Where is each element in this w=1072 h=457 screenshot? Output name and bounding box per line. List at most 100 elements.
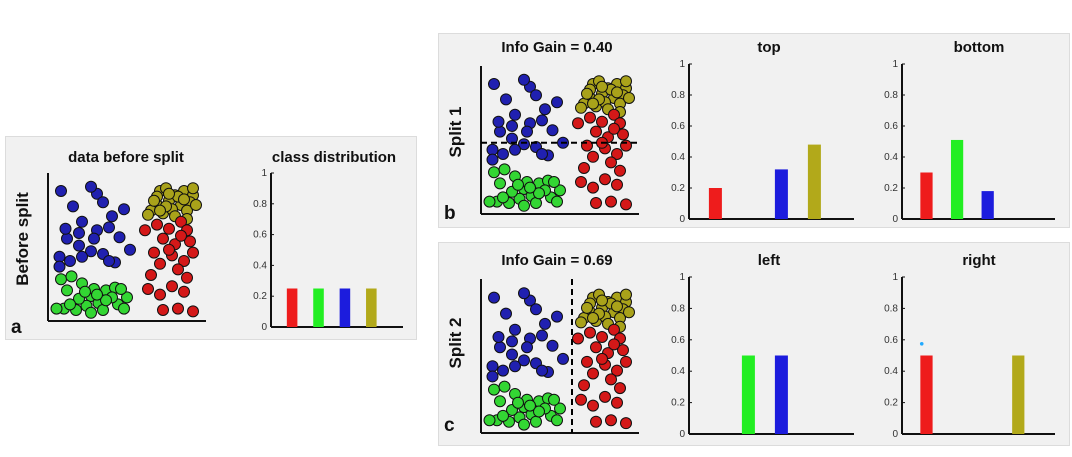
scatter-point-red <box>578 162 590 174</box>
scatter-point-blue <box>85 245 97 258</box>
scatter-point-olive <box>620 75 632 88</box>
scatter-point-green <box>512 178 524 191</box>
scatter-point-green <box>61 284 73 297</box>
scatter-point-olive <box>611 300 623 313</box>
bar-title-class-distribution: class distribution <box>272 149 396 166</box>
scatter-point-red <box>581 355 593 368</box>
scatter-plot-split-2 <box>480 279 639 434</box>
side-label-split-1: Split 1 <box>446 106 465 157</box>
scatter-point-green <box>518 418 530 431</box>
y-tick-label: 0.8 <box>253 199 267 210</box>
scatter-point-blue <box>506 348 518 361</box>
panel-a-svg: Before split a data before split class d… <box>11 149 403 338</box>
scatter-point-blue <box>88 232 100 245</box>
scatter-point-red <box>590 125 602 138</box>
scatter-point-green <box>488 166 500 179</box>
scatter-point-red <box>611 364 623 377</box>
scatter-point-red <box>596 115 608 128</box>
scatter-point-red <box>614 382 626 395</box>
scatter-point-red <box>584 111 596 124</box>
bar-chart-left: 0 0.2 0.4 0.6 0.8 1 <box>671 272 854 440</box>
bar-blue <box>339 288 351 327</box>
highlight-dot <box>919 342 924 346</box>
scatter-point-blue <box>486 153 499 166</box>
y-tick-label: 0.4 <box>671 366 685 377</box>
scatter-point-blue <box>509 360 521 373</box>
scatter-point-blue <box>536 364 548 377</box>
bar-red <box>920 172 933 219</box>
scatter-point-red <box>584 326 596 339</box>
scatter-point-red <box>151 218 163 231</box>
bar-green <box>950 139 964 219</box>
scatter-point-red <box>175 229 187 242</box>
scatter-point-olive <box>163 187 175 200</box>
y-tick-label: 0.6 <box>884 335 898 346</box>
y-tick-label: 1 <box>261 168 267 179</box>
scatter-point-red <box>587 150 599 163</box>
y-tick-label: 0.2 <box>884 398 898 409</box>
y-tick-label: 0.4 <box>884 366 898 377</box>
scatter-point-green <box>551 195 563 208</box>
scatter-point-olive <box>187 182 199 195</box>
scatter-point-blue <box>494 125 506 138</box>
scatter-point-green <box>498 380 511 393</box>
scatter-point-red <box>587 181 599 194</box>
scatter-point-red <box>617 344 629 357</box>
bar-blue <box>774 169 788 219</box>
y-tick-label: 0.2 <box>671 398 685 409</box>
scatter-point-red <box>614 164 626 177</box>
scatter-point-red <box>145 269 157 281</box>
scatter-point-blue <box>551 310 563 323</box>
scatter-point-blue <box>518 73 530 86</box>
scatter-point-blue <box>73 227 85 239</box>
scatter-point-red <box>187 305 199 318</box>
y-tick-label: 0 <box>261 322 267 333</box>
scatter-point-red <box>572 332 584 345</box>
scatter-point-red <box>596 331 608 344</box>
scatter-point-blue <box>67 200 79 213</box>
scatter-point-olive <box>596 294 608 307</box>
scatter-point-blue <box>509 108 521 121</box>
bar-chart-bottom: 0 0.2 0.4 0.6 0.8 1 <box>884 59 1055 225</box>
scatter-point-blue <box>518 138 530 151</box>
scatter-point-blue <box>118 203 130 216</box>
scatter-point-green <box>498 163 511 176</box>
scatter-point-blue <box>509 323 521 336</box>
bar-green <box>741 355 755 434</box>
scatter-point-red <box>605 156 617 169</box>
scatter-point-green <box>548 393 560 406</box>
scatter-point-red <box>590 197 602 209</box>
bar-blue <box>981 191 994 219</box>
scatter-point-red <box>590 341 602 354</box>
scatter-point-blue <box>85 180 97 193</box>
scatter-point-blue <box>518 354 530 367</box>
scatter-point-red <box>157 232 169 245</box>
y-tick-label: 0 <box>679 429 685 440</box>
scatter-point-red <box>157 304 169 316</box>
y-tick-label: 0.8 <box>671 303 685 314</box>
scatter-point-blue <box>76 250 88 263</box>
scatter-point-green <box>483 195 496 208</box>
scatter-point-green <box>100 294 112 307</box>
scatter-point-olive <box>620 288 632 301</box>
scatter-title-c: Info Gain = 0.69 <box>501 252 612 269</box>
scatter-point-olive <box>142 208 154 221</box>
scatter-point-green <box>85 306 97 319</box>
scatter-point-red <box>154 288 166 301</box>
scatter-point-olive <box>581 301 593 314</box>
y-tick-label: 1 <box>892 272 898 283</box>
scatter-point-green <box>97 304 109 316</box>
scatter-point-red <box>590 415 602 428</box>
scatter-point-blue <box>488 291 500 304</box>
scatter-point-green <box>494 177 506 190</box>
y-tick-label: 0.8 <box>884 90 898 101</box>
y-tick-label: 0.2 <box>671 183 685 194</box>
scatter-point-blue <box>530 303 542 316</box>
scatter-point-blue <box>536 148 548 160</box>
y-tick-label: 0.8 <box>884 303 898 314</box>
scatter-point-olive <box>587 97 599 110</box>
scatter-point-olive <box>178 193 190 206</box>
scatter-point-blue <box>55 185 67 197</box>
y-tick-label: 1 <box>892 59 898 70</box>
scatter-point-red <box>178 255 190 267</box>
